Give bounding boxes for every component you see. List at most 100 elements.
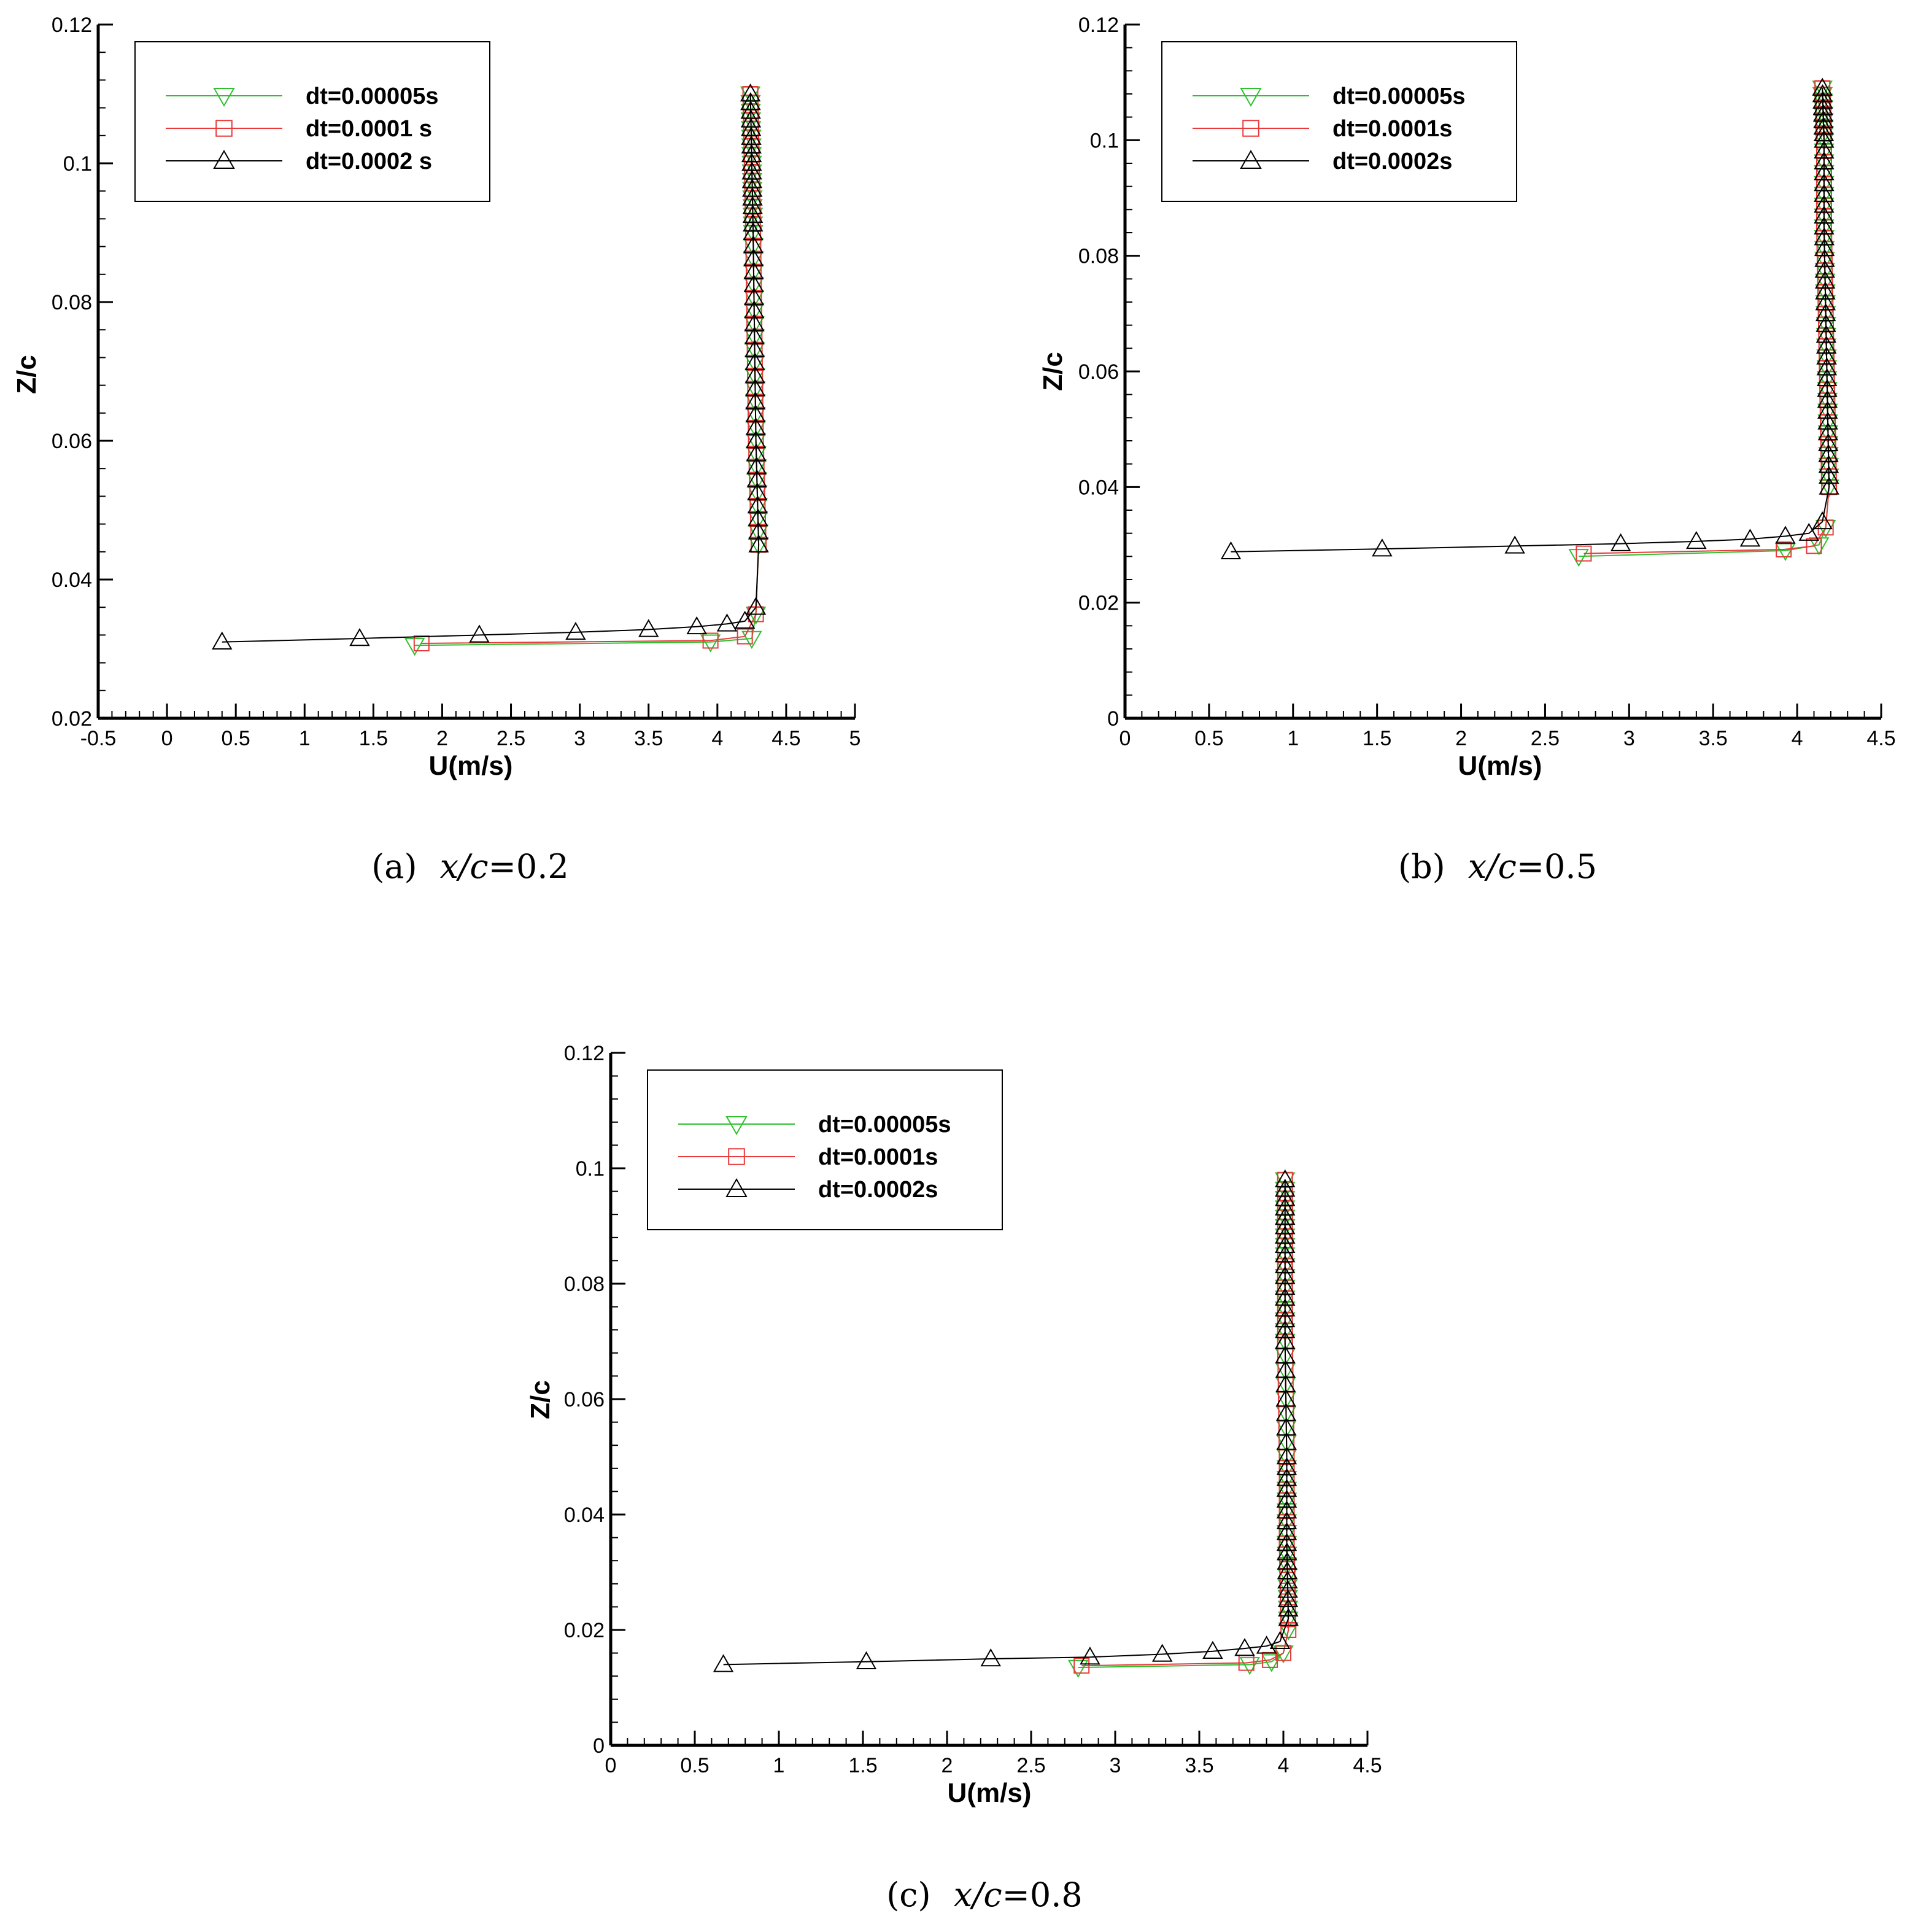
y-tick-label: 0.1 [63,152,92,176]
legend-marker [1240,149,1262,169]
data-point-series-2 [1277,1542,1297,1561]
x-tick-label: 2 [942,1754,953,1777]
data-point-series-2 [748,521,769,540]
y-tick-label: 0.06 [52,430,92,453]
data-point-series-2 [1686,530,1707,549]
data-point-series-2 [1816,325,1837,343]
data-point-series-2 [1275,1388,1296,1407]
x-tick-label: 0 [605,1754,617,1777]
data-point-series-2 [1275,1266,1296,1284]
caption-value-c: =0.8 [1002,1876,1083,1914]
x-tick-label: 1.5 [1363,727,1391,750]
data-point-series-2 [1814,249,1835,267]
data-point-series-2 [1812,77,1833,96]
data-point-series-2 [1814,227,1835,246]
y-tick-label: 0 [1107,707,1119,731]
x-tick-label: 4 [1278,1754,1290,1777]
data-point-series-1 [1280,1589,1296,1606]
data-point-series-2 [1814,130,1835,148]
x-tick-label: 5 [849,727,861,750]
x-tick-label: 1.5 [848,1754,877,1777]
data-point-series-2 [469,624,490,643]
data-point-series-2 [745,391,766,409]
data-point-series-2 [1151,1643,1173,1662]
data-point-series-2 [1817,411,1838,430]
data-point-series-2 [1816,357,1838,376]
y-tick-label: 0.12 [564,1042,605,1065]
data-point-series-1 [1806,538,1822,554]
data-point-series-2 [745,404,766,422]
ylabel-c: Z/c [525,1380,555,1419]
x-tick-label: 4.5 [771,727,800,750]
xlabel-b: U(m/s) [1458,751,1542,781]
data-point-series-2 [743,274,764,292]
chart-panel-c: 0 0.5 1 1.5 2 2.5 3 3.5 4 4.5 0 0.02 0.04 0.06 0.08 0.1… [525,1042,1382,1914]
x-tick-label: 1 [299,727,311,750]
data-point-series-2 [1816,314,1836,332]
data-point-series-2 [1277,1580,1298,1598]
x-tick-label: 0.5 [222,727,250,750]
caption-value-a: =0.2 [489,847,569,886]
data-point-series-2 [638,619,659,637]
data-point-series-2 [1812,90,1833,109]
data-point-series-2 [744,339,765,357]
data-point-series-0 [1261,1654,1282,1672]
data-point-series-2 [744,326,765,344]
data-point-series-2 [1814,173,1835,192]
legend-label: dt=0.00005s [306,83,439,109]
data-point-series-2 [1276,1500,1297,1519]
legend-label: dt=0.0001s [1332,116,1452,142]
x-tick-label: 3 [1110,1754,1121,1777]
data-point-series-2 [1275,1287,1296,1306]
data-point-series-2 [1813,123,1835,141]
y-tick-label: 0.08 [564,1273,605,1296]
data-point-series-2 [1775,526,1796,544]
legend-box [134,41,490,202]
y-tick-label: 0.12 [52,14,92,37]
caption-expr-b: x/c [1468,847,1517,886]
data-point-series-2 [1277,1589,1299,1607]
caption-label-a: (a) [371,847,417,886]
data-point-series-2 [741,161,762,180]
data-point-series-2 [1275,1330,1296,1349]
x-tick-label: 3 [574,727,586,750]
data-point-series-2 [1815,292,1836,311]
legend-marker [213,88,235,107]
data-point-series-2 [1610,533,1631,551]
data-point-series-2 [745,430,767,449]
data-point-series-2 [748,534,769,553]
caption-value-b: =0.5 [1517,847,1597,886]
data-point-series-2 [1817,379,1838,397]
series-line-0 [1078,1179,1290,1669]
data-point-series-0 [700,634,721,653]
data-point-series-2 [1814,260,1836,278]
data-point-series-2 [565,621,586,640]
x-tick-label: 3.5 [634,727,663,750]
data-point-series-2 [1275,1169,1296,1188]
y-tick-label: 0.1 [576,1157,605,1181]
data-point-series-2 [1277,1570,1298,1589]
chart-panel-b: 0 0.5 1 1.5 2 2.5 3 3.5 4 4.5 0 0.02 0.04 0.06 0.08 0.1… [1038,14,1896,886]
legend-label: dt=0.00005s [818,1112,951,1138]
data-point-series-2 [748,508,768,527]
data-point-series-2 [1275,1255,1296,1273]
data-point-series-2 [1234,1638,1255,1656]
legend-marker [1240,88,1262,107]
data-point-series-2 [1275,1309,1296,1327]
data-point-series-2 [1276,1478,1297,1497]
data-point-series-2 [1275,1225,1296,1244]
y-tick-label: 0.04 [1078,476,1119,499]
data-point-series-1 [702,632,719,649]
data-point-series-2 [1278,1598,1299,1617]
legend-label: dt=0.00005s [1332,83,1466,109]
data-point-series-2 [744,365,765,384]
data-point-series-2 [740,83,761,102]
data-point-series-2 [1817,422,1839,441]
data-point-series-1 [1776,541,1792,558]
data-point-series-2 [212,631,233,650]
y-tick-label: 0.06 [564,1388,605,1411]
x-tick-label: 0.5 [1194,727,1223,750]
ylabel-b: Z/c [1038,352,1068,391]
legend-label: dt=0.0002s [1332,149,1452,174]
